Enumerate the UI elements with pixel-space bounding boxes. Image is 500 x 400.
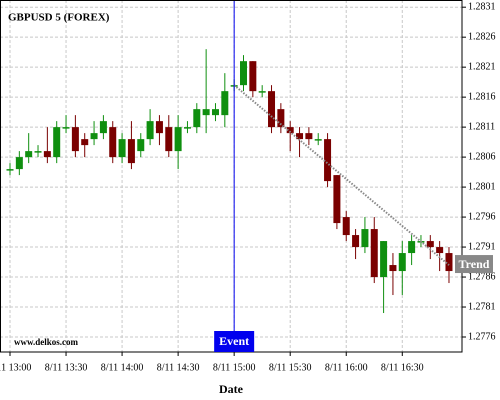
y-tick-label: 1.2811	[468, 121, 495, 132]
y-tick-label: 1.2816	[468, 91, 496, 102]
candle-body	[314, 139, 322, 141]
x-tick-label: 8/11 13:30	[45, 362, 88, 373]
candle-body	[249, 61, 257, 92]
candle-body	[90, 133, 98, 140]
candle-body	[155, 121, 163, 134]
x-tick-label: 8/11 14:00	[101, 362, 144, 373]
trend-label-box	[455, 255, 493, 274]
candle-body	[370, 229, 378, 278]
y-tick-label: 1.2826	[468, 31, 496, 42]
candle-body	[333, 175, 341, 224]
candle-body	[6, 169, 14, 171]
candle-body	[202, 109, 210, 116]
y-tick-label: 1.2786	[468, 271, 496, 282]
x-tick-label: 8/11 15:00	[213, 362, 256, 373]
x-tick-label: 8/11 14:30	[157, 362, 200, 373]
candle-body	[183, 127, 191, 129]
y-tick-label: 1.2801	[468, 181, 496, 192]
event-label: Event	[219, 334, 249, 348]
candle-body	[342, 217, 350, 236]
y-tick-label: 1.2796	[468, 211, 496, 222]
chart-title: GBPUSD 5 (FOREX)	[8, 12, 110, 24]
candle-body	[99, 121, 107, 134]
candle-body	[258, 91, 266, 93]
candle-body	[174, 127, 182, 152]
candle-body	[221, 91, 229, 116]
candle-body	[127, 139, 135, 164]
x-tick-label: 8/11 16:00	[325, 362, 368, 373]
candle-body	[34, 151, 42, 153]
y-tick-label: 1.2806	[468, 151, 496, 162]
watermark: www.delkos.com	[14, 337, 79, 347]
candle-body	[15, 157, 23, 170]
candle-body	[352, 235, 360, 248]
candle-body	[296, 133, 304, 140]
candle-body	[62, 127, 70, 129]
candle-body	[426, 241, 434, 248]
candle-body	[286, 127, 294, 134]
x-tick-label: 8/11 15:30	[269, 362, 312, 373]
y-tick-label: 1.2776	[468, 331, 496, 342]
trend-label: Trend	[459, 257, 490, 271]
candle-body	[389, 265, 397, 272]
candle-body	[436, 247, 444, 254]
candle-body	[268, 91, 276, 128]
y-tick-label: 1.2821	[468, 61, 496, 72]
candle-body	[305, 133, 313, 140]
candle-body	[361, 229, 369, 248]
y-tick-label: 1.2781	[468, 301, 496, 312]
candle-body	[137, 139, 145, 152]
candle-body	[118, 139, 126, 158]
candle-body	[408, 241, 416, 254]
candle-body	[277, 109, 285, 128]
y-tick-label: 1.2831	[468, 1, 496, 12]
candle-body	[43, 151, 51, 158]
candle-body	[398, 253, 406, 272]
candle-body	[53, 127, 61, 158]
x-axis-title: Date	[219, 382, 244, 396]
candle-body	[71, 127, 79, 152]
candle-body	[240, 61, 247, 86]
candle-body	[146, 121, 154, 140]
candle-body	[165, 127, 173, 152]
candle-body	[193, 109, 201, 128]
plot-area	[6, 0, 453, 352]
candle-body	[109, 127, 117, 158]
candle-body	[324, 139, 332, 182]
candle-body	[25, 151, 33, 158]
event-label-box	[214, 331, 255, 352]
x-tick-label: 8/11 13:00	[0, 362, 31, 373]
candle-body	[445, 253, 453, 272]
candle-body	[81, 139, 89, 146]
candle-body	[380, 241, 388, 278]
x-tick-label: 8/11 16:30	[381, 362, 424, 373]
candle-body	[211, 109, 219, 116]
y-tick-label: 1.2791	[468, 241, 496, 252]
